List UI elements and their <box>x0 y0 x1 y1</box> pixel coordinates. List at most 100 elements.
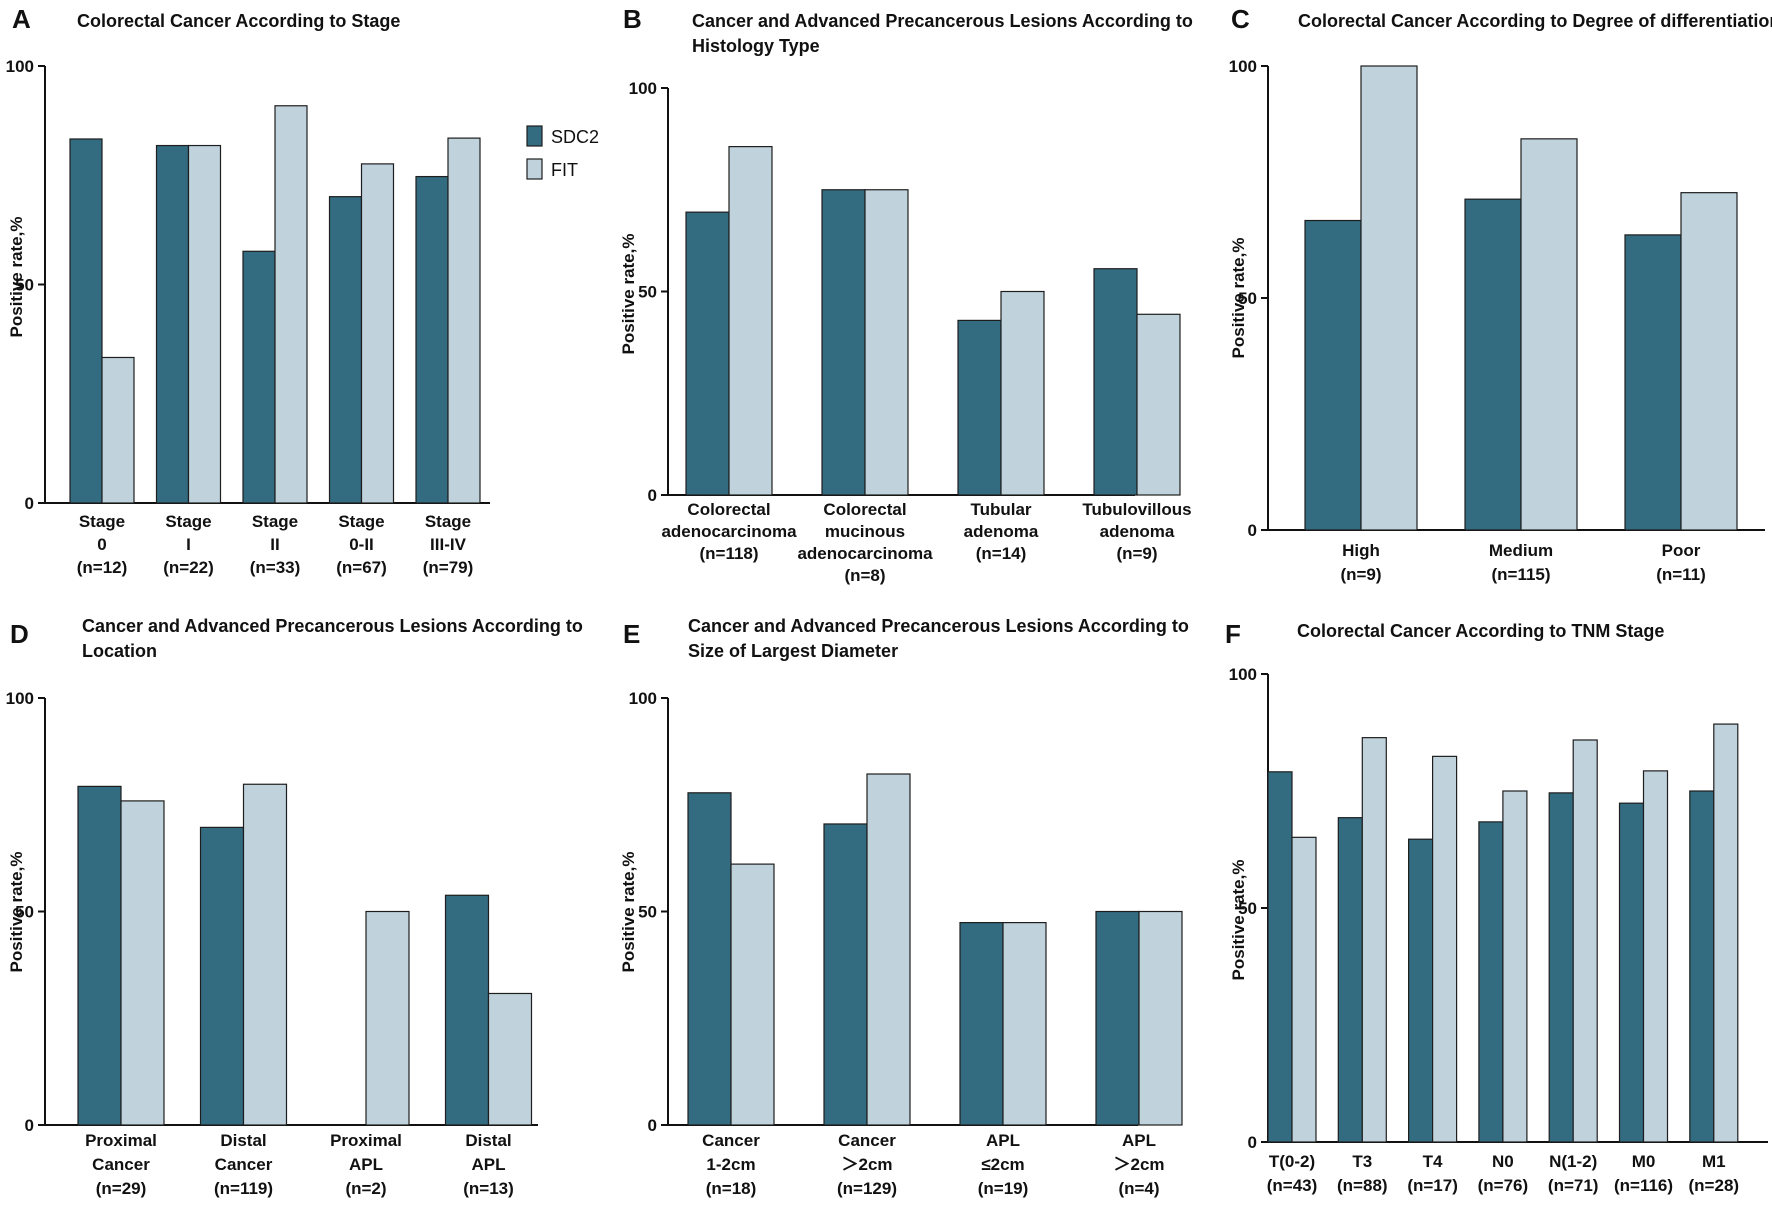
y-tick-label: 50 <box>1238 899 1257 918</box>
bar-fit <box>1360 65 1418 531</box>
bar-sdc2 <box>1093 268 1138 496</box>
x-tick-label-line: Tubular <box>970 500 1031 519</box>
bar-sdc2 <box>821 189 866 496</box>
legend-label: FIT <box>551 160 578 180</box>
x-tick-label-line: Proximal <box>330 1131 402 1150</box>
x-tick-label-line: Medium <box>1489 541 1553 560</box>
x-tick-label-line: (n=22) <box>163 558 214 577</box>
x-tick-label-line: Stage <box>425 512 471 531</box>
bar-sdc2 <box>155 144 190 504</box>
y-tick-label: 50 <box>1238 289 1257 308</box>
bar-fit <box>1291 836 1317 1143</box>
panel-title-line: Colorectal Cancer According to Degree of… <box>1298 11 1772 31</box>
y-tick-label: 0 <box>25 494 34 513</box>
x-tick-label-line: (n=8) <box>844 566 885 585</box>
panel-title: Cancer and Advanced Precancerous Lesions… <box>82 616 583 661</box>
x-tick-label-line: Distal <box>220 1131 266 1150</box>
bar-fit <box>1713 723 1739 1143</box>
panel-title-line: Histology Type <box>692 36 820 56</box>
x-tick-label-line: Colorectal <box>823 500 906 519</box>
x-tick-label-line: Stage <box>338 512 384 531</box>
x-tick-label-line: (n=28) <box>1689 1176 1740 1195</box>
bar-sdc2 <box>685 211 730 496</box>
y-tick-label: 100 <box>629 79 657 98</box>
x-tick-label-line: (n=67) <box>336 558 387 577</box>
y-axis-label: Positive rate,% <box>619 234 638 355</box>
y-axis-label: Positive rate,% <box>7 852 26 973</box>
x-tick-label: Colorectal mucinous adenocarcinoma (n=8) <box>797 500 933 585</box>
panel-D: D Cancer and Advanced Precancerous Lesion… <box>6 616 583 1198</box>
y-axis-label: Positive rate,% <box>1229 238 1248 359</box>
y-axis-label: Positive rate,% <box>619 852 638 973</box>
x-tick-label: Cancer 1-2cm (n=18) <box>702 1131 760 1198</box>
panel-title: Cancer and Advanced Precancerous Lesions… <box>688 616 1189 661</box>
panel-title-line: Cancer and Advanced Precancerous Lesions… <box>692 11 1193 31</box>
x-tick-label-line: adenocarcinoma <box>797 544 933 563</box>
x-tick-label-line: (n=88) <box>1337 1176 1388 1195</box>
x-tick-label: Poor (n=11) <box>1656 541 1706 584</box>
y-tick-label: 0 <box>648 1116 657 1135</box>
bar-fit <box>1680 192 1738 531</box>
x-tick-label-line: N(1-2) <box>1549 1152 1597 1171</box>
y-tick-label: 100 <box>629 689 657 708</box>
panel-title-line: Location <box>82 641 157 661</box>
bar-sdc2 <box>444 894 490 1126</box>
x-tick-label-line: (n=33) <box>250 558 301 577</box>
x-tick-label-line: T(0-2) <box>1269 1152 1315 1171</box>
panel-title-line: Colorectal Cancer According to Stage <box>77 11 400 31</box>
x-tick-label-line: 0-II <box>349 535 374 554</box>
panel-title-line: Colorectal Cancer According to TNM Stage <box>1297 621 1664 641</box>
x-tick-label: M1 (n=28) <box>1689 1152 1740 1195</box>
y-tick-label: 50 <box>638 283 657 302</box>
x-tick-label-line: ＞2cm <box>1113 1155 1164 1174</box>
x-tick-label: Stage I (n=22) <box>163 512 214 577</box>
panel-title-line: Cancer and Advanced Precancerous Lesions… <box>82 616 583 636</box>
y-tick-label: 0 <box>25 1116 34 1135</box>
panel-title: Colorectal Cancer According to TNM Stage <box>1297 621 1664 641</box>
bar-sdc2 <box>1618 802 1645 1143</box>
bar-fit <box>365 910 410 1126</box>
bar-sdc2 <box>199 826 245 1126</box>
x-tick-label: APL ≤2cm (n=19) <box>978 1131 1029 1198</box>
bar-fit <box>447 137 481 504</box>
y-tick-label: 0 <box>648 486 657 505</box>
x-tick-label-line: (n=12) <box>77 558 128 577</box>
bar-fit <box>1136 313 1181 496</box>
legend-swatch-sdc2 <box>526 125 543 147</box>
bar-fit <box>864 189 909 496</box>
bar-fit <box>728 146 773 496</box>
panel-B: B Cancer and Advanced Precancerous Lesion… <box>619 4 1193 585</box>
x-tick-label: M0 (n=116) <box>1614 1152 1673 1195</box>
x-tick-label-line: (n=119) <box>214 1179 273 1198</box>
x-tick-label-line: (n=17) <box>1407 1176 1458 1195</box>
x-tick-label-line: Stage <box>79 512 125 531</box>
bar-fit <box>1520 138 1578 531</box>
bar-fit <box>1642 770 1669 1143</box>
x-tick-label-line: III-IV <box>430 535 467 554</box>
bar-fit <box>730 863 775 1126</box>
x-tick-label: Cancer ＞2cm (n=129) <box>837 1131 897 1198</box>
x-tick-label-line: APL <box>472 1155 506 1174</box>
x-tick-label-line: Cancer <box>92 1155 150 1174</box>
y-tick-label: 100 <box>6 57 34 76</box>
x-tick-label: Medium (n=115) <box>1489 541 1553 584</box>
bar-sdc2 <box>1548 792 1574 1143</box>
x-tick-label: High (n=9) <box>1340 541 1381 584</box>
panel-E: E Cancer and Advanced Precancerous Lesion… <box>619 616 1189 1198</box>
x-tick-label-line: Proximal <box>85 1131 157 1150</box>
x-tick-label-line: M1 <box>1702 1152 1726 1171</box>
bar-fit <box>487 992 533 1126</box>
x-tick-label-line: Stage <box>252 512 298 531</box>
bar-fit <box>1361 737 1387 1143</box>
x-tick-label-line: T4 <box>1423 1152 1443 1171</box>
x-tick-label: T(0-2) (n=43) <box>1267 1152 1318 1195</box>
bar-sdc2 <box>959 922 1004 1126</box>
y-tick-label: 0 <box>1248 521 1257 540</box>
bar-fit <box>274 105 308 504</box>
x-tick-label: Distal Cancer (n=119) <box>214 1131 273 1198</box>
x-tick-label-line: (n=18) <box>706 1179 757 1198</box>
bar-sdc2 <box>1689 790 1715 1143</box>
x-tick-label-line: 1-2cm <box>706 1155 755 1174</box>
x-tick-label: Stage II (n=33) <box>250 512 301 577</box>
y-axis-label: Positive rate,% <box>7 217 26 338</box>
